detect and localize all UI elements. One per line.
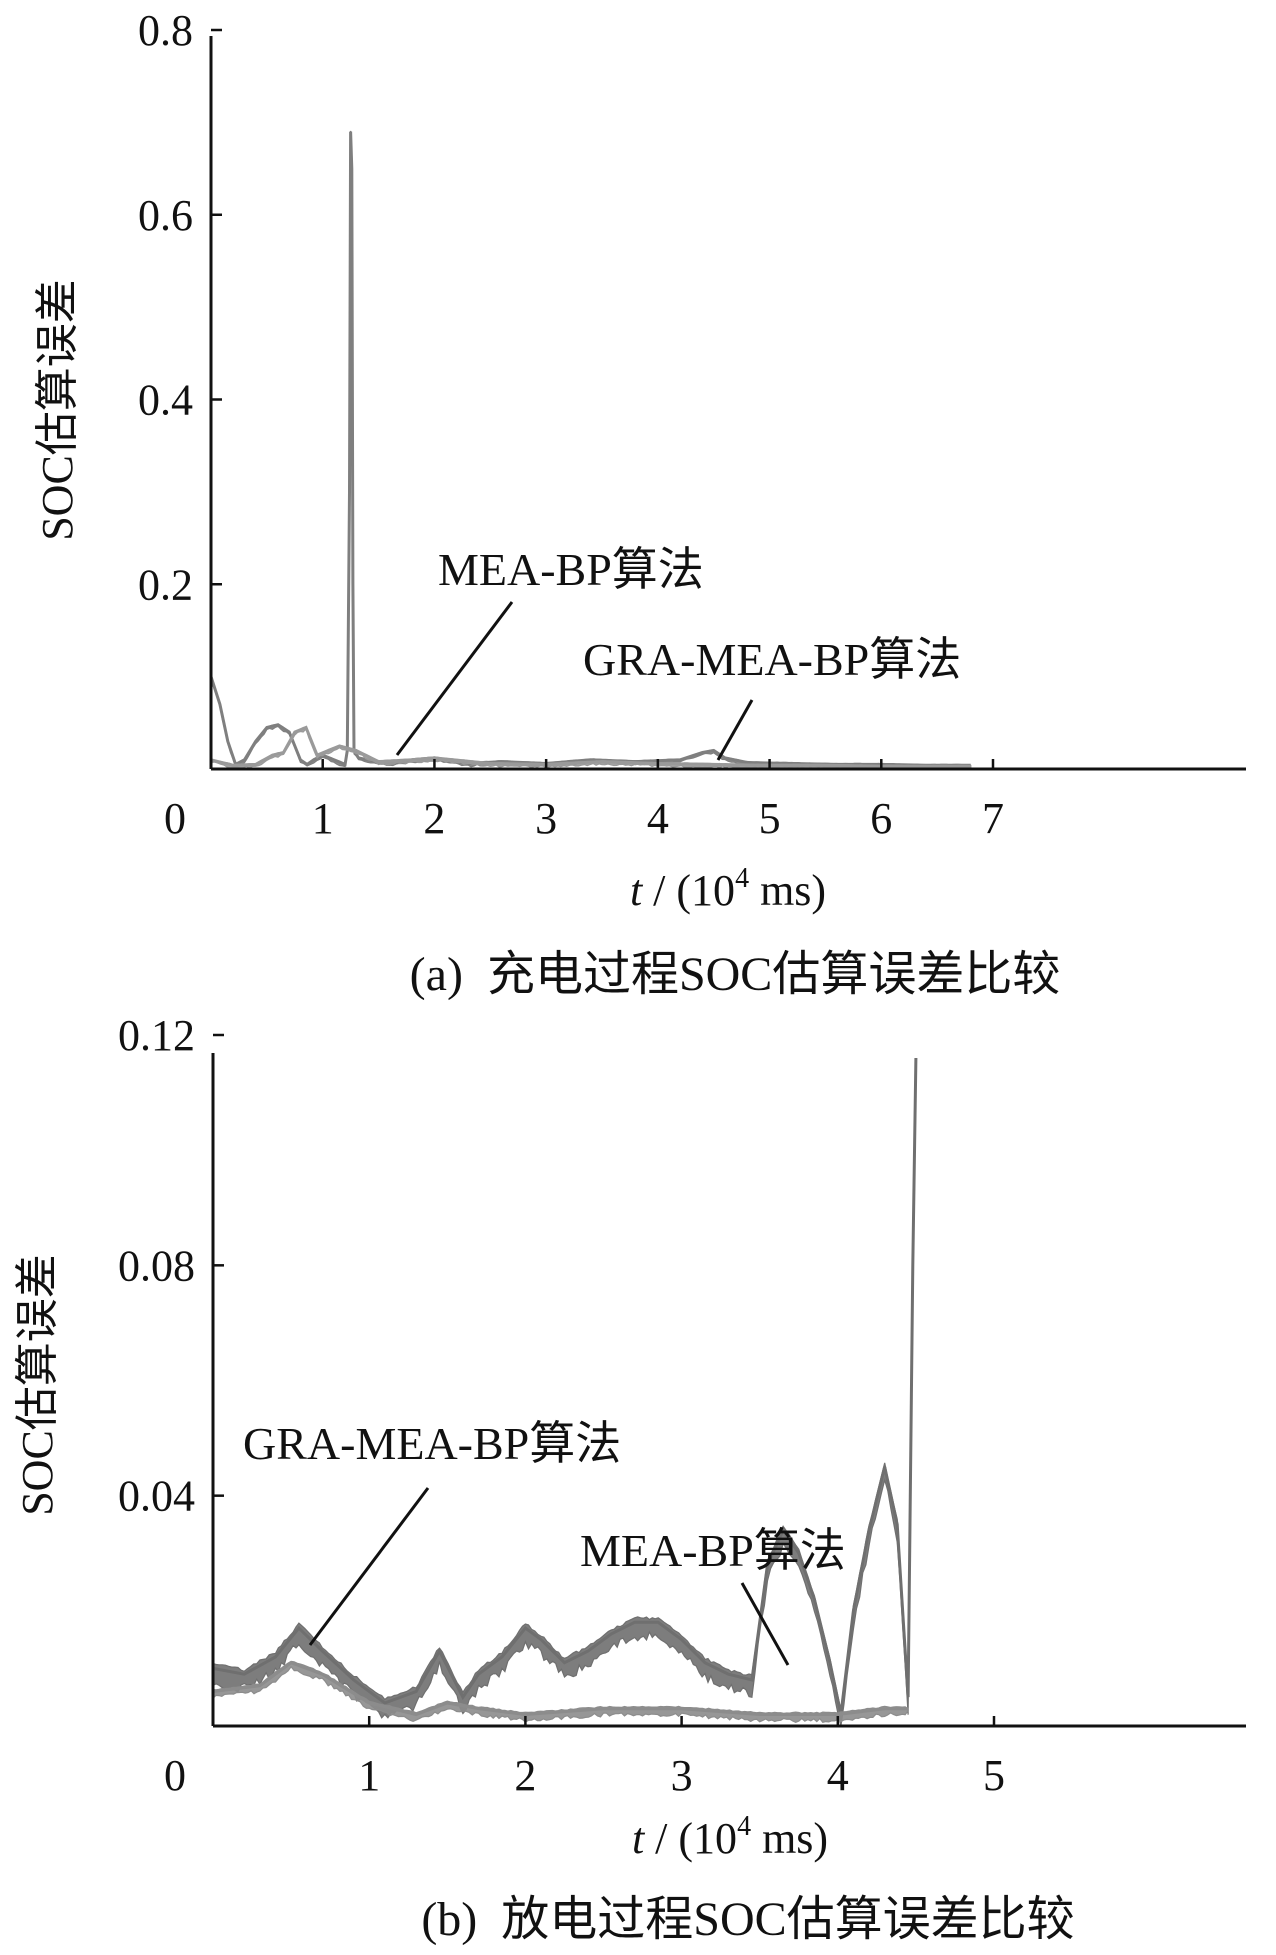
chart-b-xtick-label: 3 bbox=[671, 1751, 693, 1800]
chart-a-xtick-label: 3 bbox=[535, 794, 557, 843]
chart-b-series-mea-bp-line bbox=[212, 1057, 918, 1715]
chart-a-origin-label: 0 bbox=[164, 794, 186, 843]
chart-a-xtick-label: 5 bbox=[759, 794, 781, 843]
chart-b-ytick-label: 0.04 bbox=[118, 1472, 195, 1521]
chart-b-x-ticks: 1 2 3 4 5 bbox=[358, 1716, 1005, 1800]
chart-a-xtick-label: 6 bbox=[870, 794, 892, 843]
chart-a-xlabel-var: t bbox=[630, 866, 644, 915]
chart-a-caption: (a) 充电过程SOC估算误差比较 bbox=[410, 948, 1061, 1001]
chart-a-ylabel: SOC估算误差 bbox=[33, 279, 82, 541]
chart-a-annotation-mea-bp: MEA-BP算法 bbox=[438, 544, 704, 595]
chart-b-xtick-label: 2 bbox=[514, 1751, 536, 1800]
chart-a-xlabel-text: / (10 bbox=[642, 866, 735, 915]
chart-a-series-gra-mea-bp-line bbox=[210, 725, 971, 768]
chart-b-xlabel-exp: 4 bbox=[737, 1811, 751, 1842]
chart-b: 1 2 3 4 5 0.04 0.08 0.12 0 GRA-MEA-BP算法 MEA-BP… bbox=[13, 1011, 1246, 1946]
chart-a-xtick-label: 2 bbox=[423, 794, 445, 843]
chart-a-xlabel-exp: 4 bbox=[735, 863, 749, 894]
chart-b-leader-gra-mea-bp bbox=[308, 1487, 430, 1646]
chart-b-y-ticks: 0.04 0.08 0.12 bbox=[118, 1011, 224, 1521]
chart-b-xtick-label: 1 bbox=[358, 1751, 380, 1800]
chart-b-origin-label: 0 bbox=[164, 1751, 186, 1800]
chart-b-caption: (b) 放电过程SOC估算误差比较 bbox=[421, 1893, 1074, 1946]
chart-a-xlabel: t / (104 ms) bbox=[630, 863, 826, 915]
chart-b-annotation-mea-bp: MEA-BP算法 bbox=[580, 1525, 846, 1576]
chart-a-xtick-label: 1 bbox=[312, 794, 334, 843]
chart-a-x-ticks: 1 2 3 4 5 6 7 bbox=[312, 759, 1004, 843]
chart-b-ytick-label: 0.12 bbox=[118, 1011, 195, 1060]
chart-a-xtick-label: 7 bbox=[982, 794, 1004, 843]
chart-b-xlabel-unit: ms) bbox=[751, 1814, 828, 1863]
chart-a-ytick-label: 0.8 bbox=[138, 6, 193, 55]
chart-a-ytick-label: 0.2 bbox=[138, 560, 193, 609]
chart-b-xtick-label: 5 bbox=[983, 1751, 1005, 1800]
chart-a-ytick-label: 0.6 bbox=[138, 191, 193, 240]
chart-b-ylabel: SOC估算误差 bbox=[13, 1254, 62, 1516]
chart-b-series-gra-mea-bp-line bbox=[212, 1661, 909, 1717]
chart-a-annotation-gra-mea-bp: GRA-MEA-BP算法 bbox=[583, 634, 961, 685]
chart-a-leader-mea-bp bbox=[395, 601, 514, 756]
chart-a-xtick-label: 4 bbox=[647, 794, 669, 843]
chart-b-series-layer bbox=[212, 1057, 918, 1727]
chart-a-ytick-label: 0.4 bbox=[138, 376, 193, 425]
chart-a-leader-gra-mea-bp bbox=[716, 699, 754, 761]
chart-b-xlabel-text: / (10 bbox=[644, 1814, 737, 1863]
chart-a-xlabel-unit: ms) bbox=[749, 866, 826, 915]
chart-b-leader-mea-bp bbox=[740, 1582, 790, 1666]
chart-b-xtick-label: 4 bbox=[827, 1751, 849, 1800]
chart-a-y-ticks: 0.2 0.4 0.6 0.8 bbox=[138, 6, 222, 609]
chart-b-ytick-label: 0.08 bbox=[118, 1241, 195, 1290]
chart-b-xlabel: t / (104 ms) bbox=[632, 1811, 828, 1863]
chart-b-xlabel-var: t bbox=[632, 1814, 646, 1863]
chart-b-series-mea-bp-band bbox=[212, 1057, 917, 1727]
chart-b-annotation-gra-mea-bp: GRA-MEA-BP算法 bbox=[243, 1418, 621, 1469]
